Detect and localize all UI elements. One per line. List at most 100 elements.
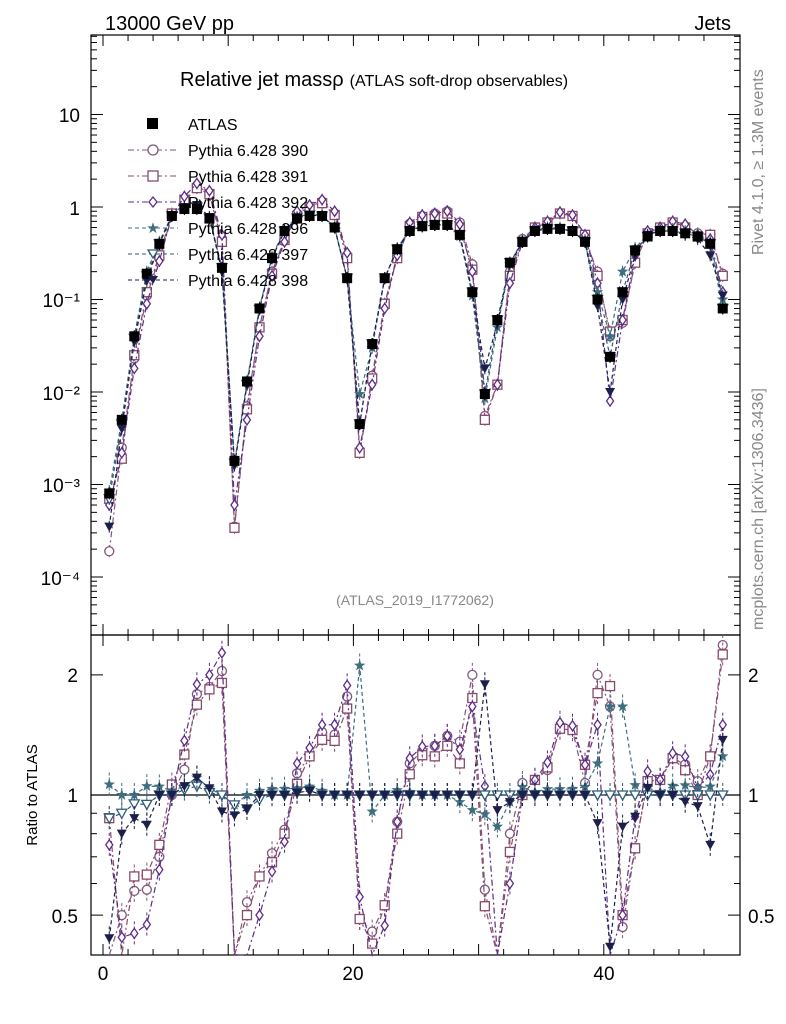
ratio-point-pythia-6-428-391 [341,703,353,714]
point-atlas [567,226,578,237]
ratio-point-pythia-6-428-392 [142,918,152,931]
point-atlas [517,236,528,247]
legend-marker-397 [146,249,160,260]
energy-label: 13000 GeV pp [105,13,234,35]
point-pythia-6-428-392 [568,208,577,222]
main-line-pythia-6-428-398 [108,204,724,527]
point-pythia-6-428-391 [129,350,140,361]
ratio-point-pythia-6-428-396 [516,780,529,792]
point-pythia-6-428-392 [230,498,239,512]
point-pythia-6-428-392 [330,205,339,218]
ratio-point-pythia-6-428-396 [579,780,591,792]
point-pythia-6-428-392 [505,277,515,290]
ratio-point-pythia-6-428-398 [241,804,252,814]
ratio-point-pythia-6-428-396 [479,808,491,820]
ratio-point-pythia-6-428-391 [316,734,328,745]
ratio-point-pythia-6-428-391 [479,901,491,912]
point-pythia-6-428-398 [617,295,628,305]
ratio-point-pythia-6-428-391 [254,871,265,882]
main-line-pythia-6-428-390 [108,184,724,552]
point-pythia-6-428-390 [104,546,115,557]
point-pythia-6-428-398 [141,276,152,286]
point-atlas [529,226,540,237]
ratio-point-pythia-6-428-397 [215,790,229,802]
ratio-point-pythia-6-428-396 [366,805,378,817]
point-pythia-6-428-398 [717,291,728,301]
ratio-point-pythia-6-428-391 [241,909,253,921]
point-atlas [705,238,716,249]
point-atlas [229,455,240,466]
ratio-point-pythia-6-428-391 [191,699,203,710]
point-atlas [317,210,328,221]
point-atlas [580,236,591,247]
legend-marker-398 [148,276,158,284]
ratio-point-pythia-6-428-398 [504,798,515,808]
ratio-point-pythia-6-428-398 [154,791,165,800]
ratio-point-pythia-6-428-392 [405,752,415,765]
legend-entry-392: Pythia 6.428 392 [128,195,308,212]
ratio-point-pythia-6-428-398 [141,820,152,830]
point-atlas [342,273,353,284]
ratio-point-pythia-6-428-398 [279,791,290,800]
ratio-point-pythia-6-428-398 [392,791,403,800]
point-pythia-6-428-396 [591,286,604,297]
ratio-point-pythia-6-428-398 [317,791,328,800]
ratio-point-pythia-6-428-391 [404,769,415,780]
point-pythia-6-428-391 [141,287,152,298]
ratio-point-pythia-6-428-398 [116,829,127,839]
ytick-main-1e-3: 10⁻³ [43,476,81,497]
ratio-point-pythia-6-428-398 [216,807,227,817]
main-line-pythia-6-428-392 [108,182,724,506]
point-pythia-6-428-392 [443,205,452,218]
point-atlas [116,414,127,425]
point-atlas [329,222,340,233]
ratio-point-pythia-6-428-398 [467,791,478,800]
point-atlas [592,294,603,305]
ratio-point-pythia-6-428-392 [568,719,577,732]
ratio-point-pythia-6-428-398 [605,942,616,952]
ratio-point-pythia-6-428-396 [354,659,366,671]
point-atlas [104,488,115,499]
ratio-point-pythia-6-428-397 [103,813,116,825]
ratio-point-pythia-6-428-391 [604,680,616,692]
point-pythia-6-428-398 [605,388,616,397]
point-atlas [417,221,428,232]
ratio-point-pythia-6-428-397 [603,790,617,802]
mcplots-label: mcplots.cern.ch [arXiv:1306.3436] [750,388,767,630]
legend-entry-396: ★ Pythia 6.428 396 [128,220,308,238]
ratio-point-pythia-6-428-392 [505,877,515,890]
ratio-series-layer [103,635,729,957]
point-pythia-6-428-392 [555,206,565,219]
ratio-point-pythia-6-428-398 [404,791,415,800]
ratio-point-pythia-6-428-391 [504,846,516,858]
legend-entry-atlas: ATLAS [147,117,238,134]
ratio-point-pythia-6-428-392 [130,927,139,940]
ratio-point-pythia-6-428-391 [354,913,365,925]
ratio-point-pythia-6-428-398 [329,791,340,800]
main-line-pythia-6-428-391 [108,187,724,528]
point-pythia-6-428-396 [354,388,366,399]
ratio-point-pythia-6-428-398 [204,784,215,794]
ratio-point-pythia-6-428-390 [504,828,516,839]
ratio-point-pythia-6-428-391 [329,735,340,747]
ratio-point-pythia-6-428-397 [704,790,717,802]
ytick-ratio-05-left: 0.5 [52,907,78,928]
ratio-point-pythia-6-428-396 [454,796,466,807]
legend-label-390: Pythia 6.428 390 [188,143,308,160]
point-atlas [404,226,415,237]
ratio-point-pythia-6-428-398 [267,791,278,800]
point-pythia-6-428-392 [130,362,139,375]
point-atlas [129,331,140,342]
ratio-point-pythia-6-428-398 [554,791,565,800]
ratio-point-pythia-6-428-390 [154,851,165,862]
point-pythia-6-428-392 [605,394,615,408]
ratio-point-pythia-6-428-392 [155,863,164,876]
ytick-ratio-1-right: 1 [748,786,759,807]
ratio-point-pythia-6-428-398 [179,782,190,792]
ratio-point-pythia-6-428-392 [355,890,364,903]
ratio-line-pythia-6-428-390 [108,645,724,956]
ratio-point-pythia-6-428-390 [592,669,603,681]
point-atlas [141,268,152,279]
legend-label-398: Pythia 6.428 398 [188,273,308,290]
